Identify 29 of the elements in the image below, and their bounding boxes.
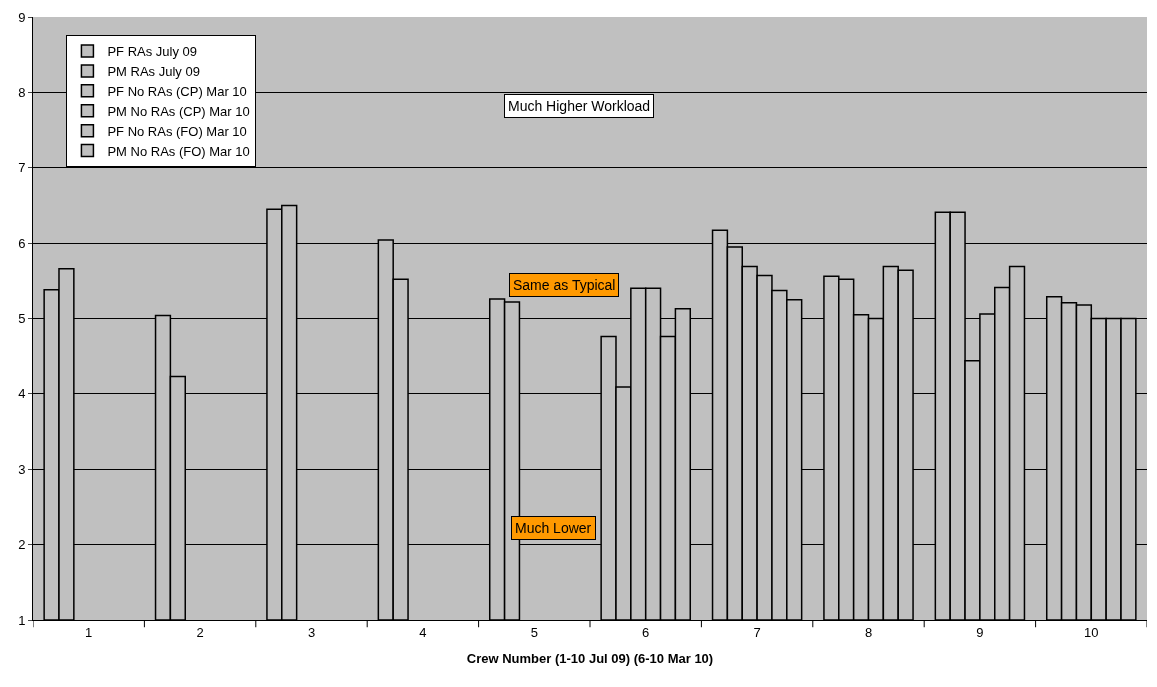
x-tick-label: 8	[864, 624, 873, 640]
legend-label: PM No RAs (FO) Mar 10	[107, 143, 250, 159]
annotation: Much Lower	[515, 520, 592, 536]
y-tick-label: 1	[18, 612, 26, 628]
x-tick-label: 1	[85, 624, 93, 640]
legend-label: PF RAs July 09	[107, 44, 198, 60]
x-tick-label: 10	[1084, 624, 1099, 640]
x-tick-label: 7	[753, 624, 761, 640]
annotation: Much Higher Workload	[508, 98, 651, 114]
y-tick-label: 9	[18, 9, 26, 25]
y-tick-label: 6	[18, 235, 26, 251]
y-tick-label: 5	[18, 311, 26, 327]
annotation: Same as Typical	[513, 277, 616, 293]
x-tick-label: 2	[196, 624, 204, 640]
legend-label: PF No RAs (FO) Mar 10	[107, 123, 247, 139]
y-tick-label: 7	[18, 160, 26, 176]
x-tick-label: 5	[530, 624, 538, 640]
y-tick-label: 3	[18, 461, 26, 477]
legend-label: PM RAs July 09	[107, 64, 200, 80]
x-axis-title: Crew Number (1-10 Jul 09) (6-10 Mar 10)	[466, 651, 714, 667]
legend-label: PM No RAs (CP) Mar 10	[107, 103, 250, 119]
x-tick-label: 3	[307, 624, 316, 640]
x-tick-label: 9	[976, 624, 984, 640]
y-tick-label: 2	[18, 537, 26, 553]
x-tick-label: 4	[419, 624, 427, 640]
y-tick-label: 8	[18, 84, 26, 100]
x-tick-label: 6	[642, 624, 650, 640]
legend-label: PF No RAs (CP) Mar 10	[107, 83, 247, 99]
y-tick-label: 4	[18, 386, 26, 402]
